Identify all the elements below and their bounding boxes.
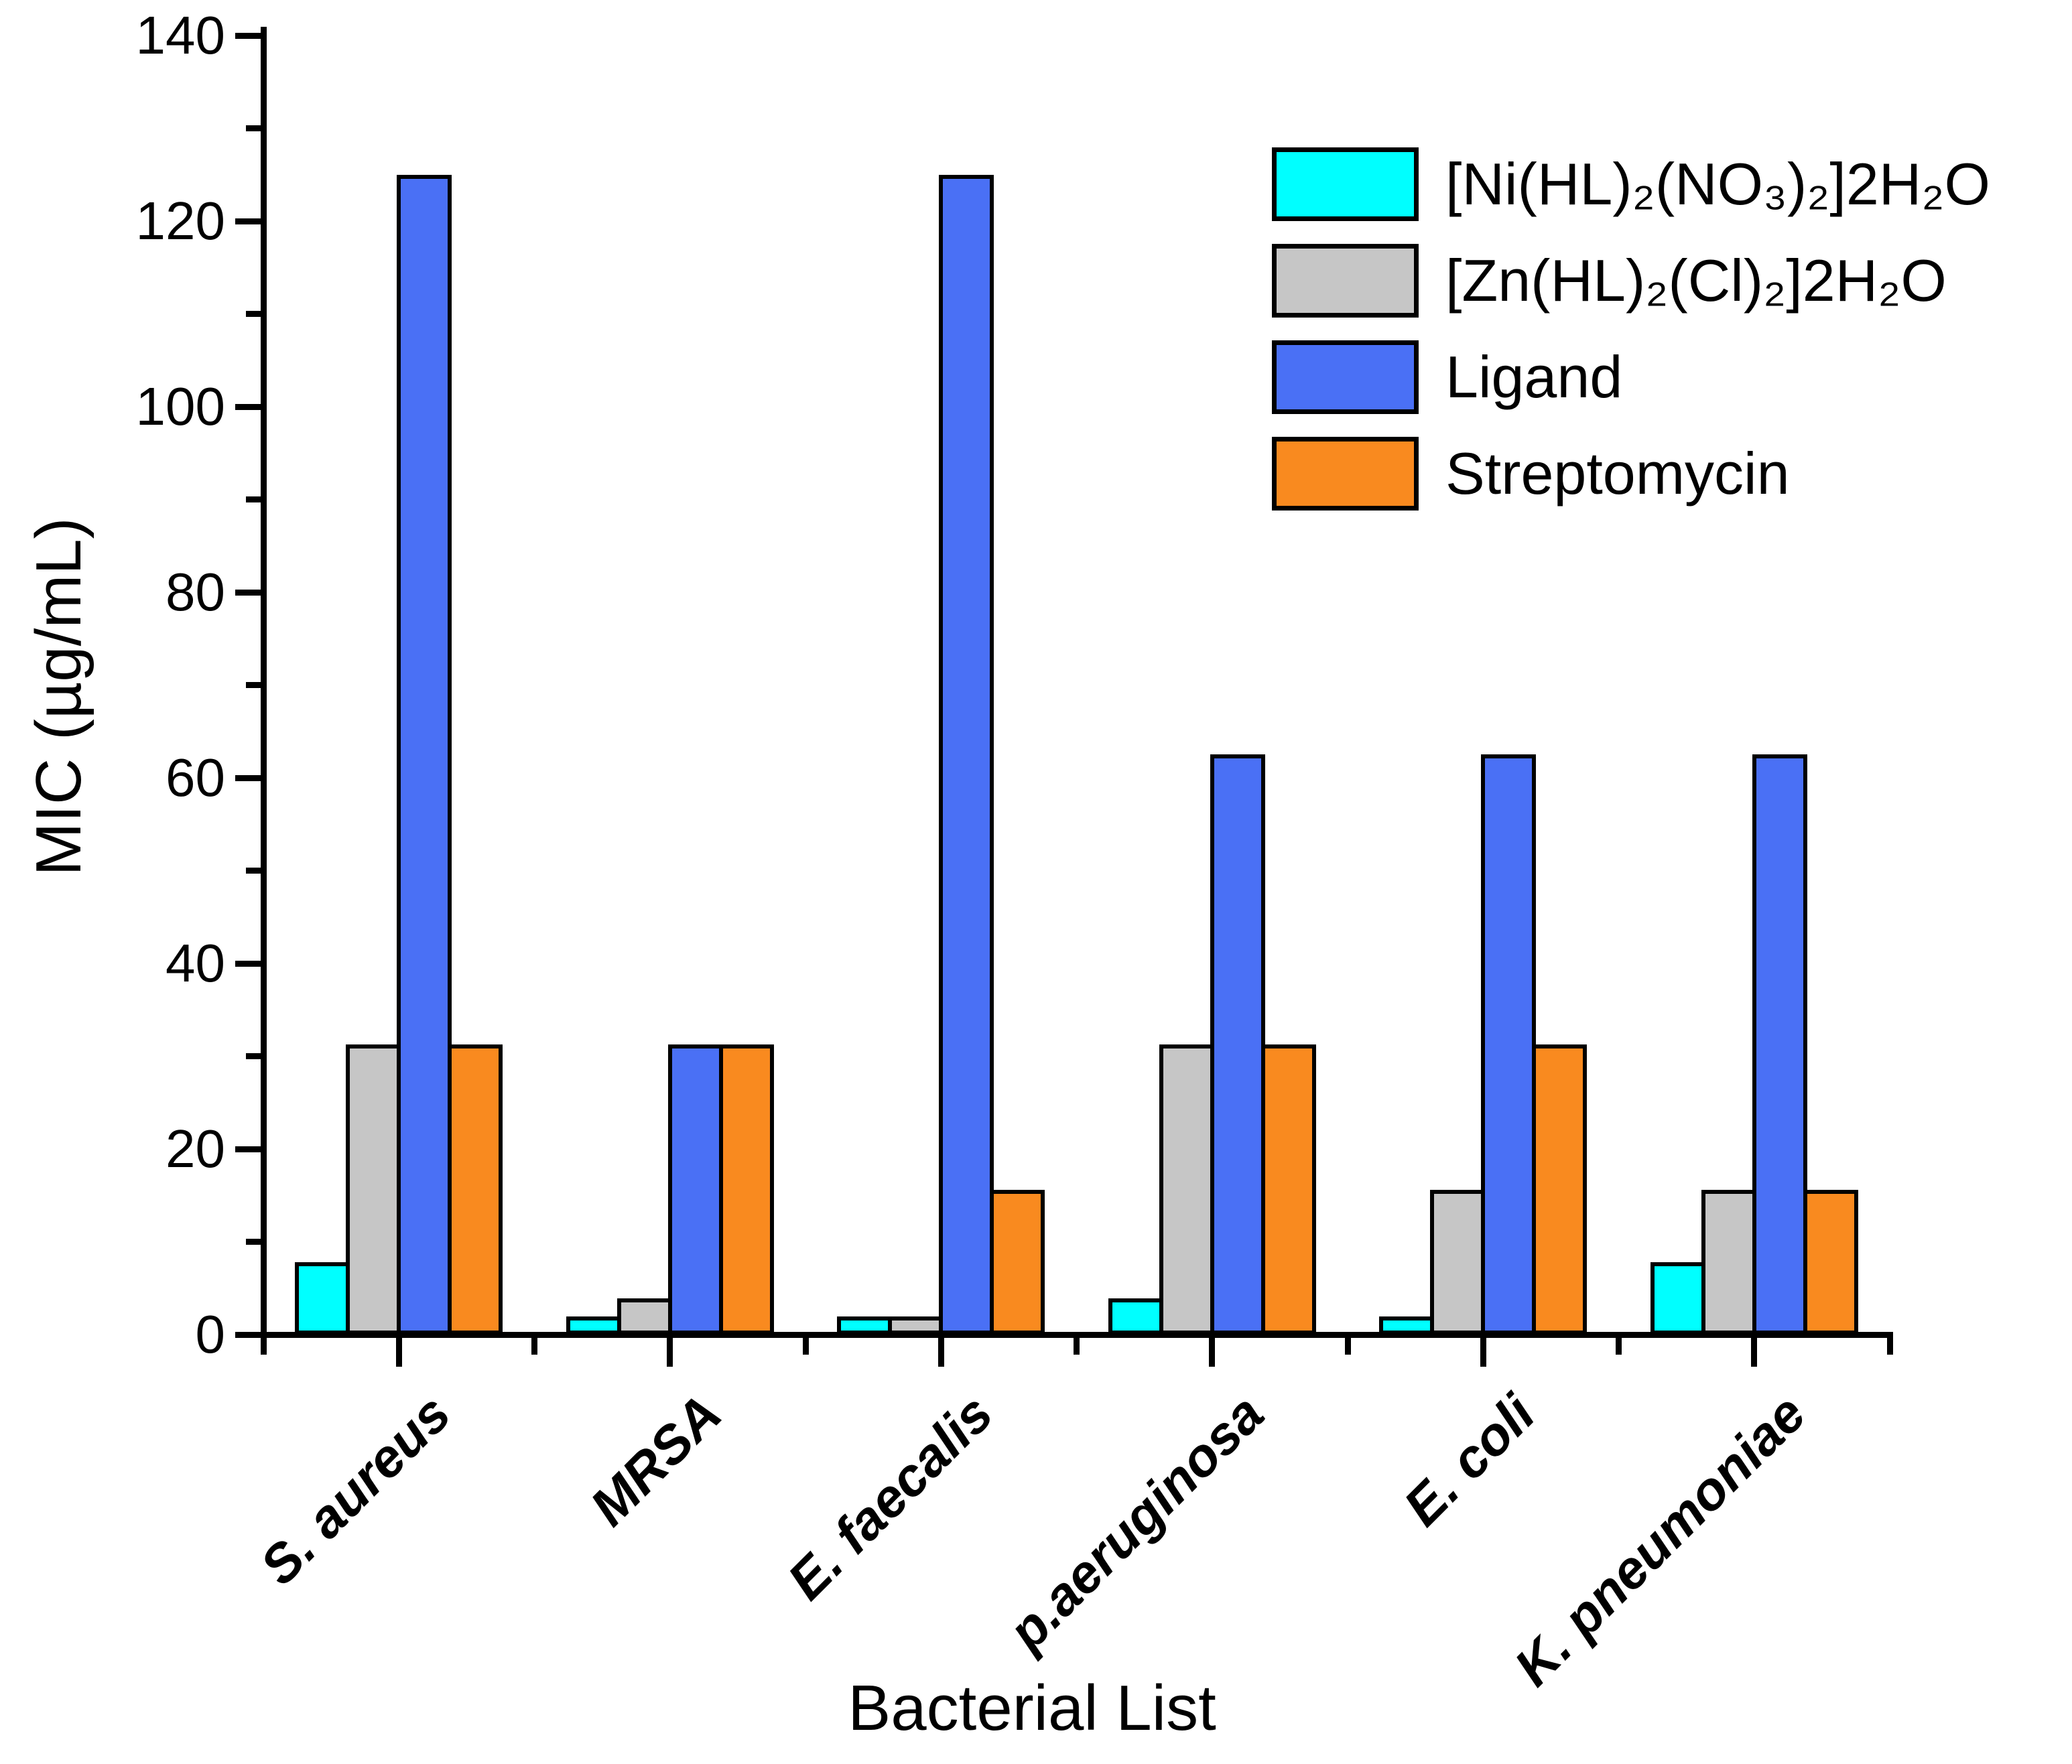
x-category-label-text: MRSA (578, 1383, 733, 1538)
legend-label: Ligand (1445, 344, 1623, 410)
legend-label: [Zn(HL)₂(Cl)₂]2H₂O (1445, 247, 1947, 314)
bar-k-pneumoniae-ligand (1752, 754, 1807, 1335)
bar-s-aureus-ligand (397, 175, 452, 1335)
y-minor-tick (246, 1239, 263, 1245)
bar-e-faecalis-streptomycin (990, 1190, 1045, 1335)
y-minor-tick (246, 311, 263, 317)
bar-k-pneumoniae-ni-hl-no-2h-o (1650, 1262, 1705, 1335)
y-major-tick (235, 1331, 263, 1338)
bar-e-coli-ligand (1481, 754, 1536, 1335)
x-category-label-text: E. coli (1392, 1383, 1546, 1538)
x-minor-tick (1616, 1335, 1622, 1355)
x-minor-tick (260, 1335, 267, 1355)
bar-mrsa-ligand (668, 1044, 723, 1335)
legend-label: [Ni(HL)₂(NO₃)₂]2H₂O (1445, 151, 1990, 217)
x-axis-title: Bacterial List (848, 1672, 1216, 1744)
y-minor-tick (246, 682, 263, 688)
bar-p-aeruginosa-ligand (1210, 754, 1265, 1335)
bar-k-pneumoniae-zn-hl-cl-2h-o (1701, 1190, 1756, 1335)
y-major-tick (235, 589, 263, 596)
bar-k-pneumoniae-streptomycin (1803, 1190, 1858, 1335)
x-major-tick (1480, 1335, 1486, 1367)
legend-item-ni-hl-no-2h-o: [Ni(HL)₂(NO₃)₂]2H₂O (1272, 147, 1990, 221)
y-tick-label: 20 (166, 1119, 225, 1178)
x-major-tick (667, 1335, 673, 1367)
y-axis-line (260, 27, 267, 1338)
x-minor-tick (1074, 1335, 1080, 1355)
legend-item-zn-hl-cl-2h-o: [Zn(HL)₂(Cl)₂]2H₂O (1272, 244, 1990, 318)
legend-swatch-icon (1272, 244, 1419, 318)
x-category-label-text: K. pneumoniae (1502, 1383, 1817, 1698)
x-major-tick (395, 1335, 402, 1367)
y-minor-tick (246, 868, 263, 874)
bar-p-aeruginosa-ni-hl-no-2h-o (1108, 1298, 1163, 1335)
x-major-tick (1209, 1335, 1216, 1367)
x-minor-tick (1886, 1335, 1893, 1355)
x-minor-tick (531, 1335, 537, 1355)
y-major-tick (235, 1146, 263, 1152)
y-tick-label: 0 (195, 1304, 226, 1364)
y-minor-tick (246, 496, 263, 502)
y-minor-tick (246, 125, 263, 131)
y-tick-label: 60 (166, 748, 225, 807)
y-major-tick (235, 32, 263, 39)
legend-swatch-icon (1272, 147, 1419, 221)
x-major-tick (937, 1335, 944, 1367)
bar-e-faecalis-ligand (939, 175, 994, 1335)
y-tick-label: 120 (135, 191, 225, 251)
bar-p-aeruginosa-streptomycin (1261, 1044, 1316, 1335)
y-tick-label: 80 (166, 562, 225, 622)
y-tick-label: 100 (135, 377, 225, 436)
legend-swatch-icon (1272, 437, 1419, 511)
legend: [Ni(HL)₂(NO₃)₂]2H₂O [Zn(HL)₂(Cl)₂]2H₂O Lig… (1272, 147, 1990, 511)
y-tick-label: 40 (166, 933, 225, 993)
x-major-tick (1751, 1335, 1758, 1367)
y-minor-tick (246, 1053, 263, 1059)
bar-p-aeruginosa-zn-hl-cl-2h-o (1159, 1044, 1214, 1335)
x-category-label-text: S. aureus (249, 1383, 462, 1597)
y-major-tick (235, 774, 263, 781)
y-major-tick (235, 960, 263, 967)
bar-e-coli-streptomycin (1532, 1044, 1587, 1335)
bar-e-coli-zn-hl-cl-2h-o (1430, 1190, 1485, 1335)
legend-item-streptomycin: Streptomycin (1272, 437, 1990, 511)
y-tick-label: 140 (135, 5, 225, 65)
x-minor-tick (802, 1335, 809, 1355)
x-category-label-text: E. faecalis (776, 1383, 1004, 1611)
bar-mrsa-zn-hl-cl-2h-o (617, 1298, 672, 1335)
bar-s-aureus-ni-hl-no-2h-o (295, 1262, 350, 1335)
y-major-tick (235, 218, 263, 224)
y-axis-title: MIC (µg/mL) (23, 517, 94, 876)
bar-mrsa-streptomycin (719, 1044, 774, 1335)
legend-swatch-icon (1272, 340, 1419, 414)
x-minor-tick (1344, 1335, 1351, 1355)
bar-s-aureus-streptomycin (448, 1044, 503, 1335)
y-major-tick (235, 403, 263, 410)
legend-item-ligand: Ligand (1272, 340, 1990, 414)
legend-label: Streptomycin (1445, 440, 1790, 506)
bar-s-aureus-zn-hl-cl-2h-o (346, 1044, 401, 1335)
x-category-label-text: p.aeruginosa (996, 1383, 1275, 1661)
